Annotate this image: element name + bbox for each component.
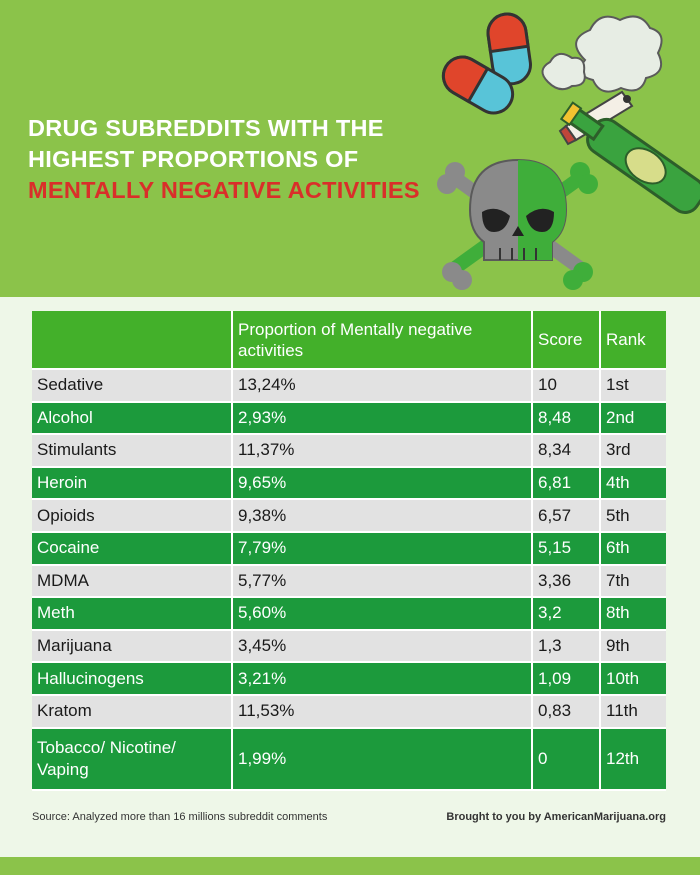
credit-note: Brought to you by AmericanMarijuana.org: [446, 811, 666, 823]
cell-drug: Sedative: [32, 369, 233, 403]
table-row: Alcohol 2,93% 8,48 2nd: [32, 401, 666, 436]
page-title: DRUG SUBREDDITS WITH THE HIGHEST PROPORT…: [28, 113, 420, 206]
header-drug: [32, 311, 233, 370]
cell-proportion: 11,37%: [232, 434, 533, 468]
cell-proportion: 3,45%: [232, 629, 533, 664]
header-score: Score: [532, 311, 601, 370]
cell-score: 6,57: [532, 499, 601, 533]
cell-drug: Meth: [32, 597, 233, 631]
cell-score: 0,83: [532, 694, 601, 729]
cell-drug: Kratom: [32, 694, 233, 729]
drug-illustration: [437, 12, 700, 290]
cell-proportion: 2,93%: [232, 401, 533, 436]
cell-score: 1,09: [532, 662, 601, 696]
cell-rank: 3rd: [600, 434, 666, 468]
cell-score: 8,48: [532, 401, 601, 436]
cell-drug: Hallucinogens: [32, 662, 233, 696]
table-row: Sedative 13,24% 10 1st: [32, 369, 666, 403]
cell-score: 8,34: [532, 434, 601, 468]
cell-rank: 4th: [600, 466, 666, 501]
cell-rank: 11th: [600, 694, 666, 729]
table-row: Tobacco/ Nicotine/ Vaping 1,99% 0 12th: [32, 727, 666, 791]
cell-score: 6,81: [532, 466, 601, 501]
cell-drug: Opioids: [32, 499, 233, 533]
cell-rank: 12th: [600, 727, 666, 791]
table-row: Heroin 9,65% 6,81 4th: [32, 466, 666, 501]
cell-drug: Tobacco/ Nicotine/ Vaping: [32, 727, 233, 791]
cell-rank: 5th: [600, 499, 666, 533]
cell-drug: Cocaine: [32, 531, 233, 566]
cell-proportion: 1,99%: [232, 727, 533, 791]
table-row: Hallucinogens 3,21% 1,09 10th: [32, 662, 666, 696]
table-row: Cocaine 7,79% 5,15 6th: [32, 531, 666, 566]
cell-rank: 1st: [600, 369, 666, 403]
cell-proportion: 5,60%: [232, 597, 533, 631]
cell-score: 1,3: [532, 629, 601, 664]
ranking-table-container: Proportion of Mentally negative activiti…: [32, 311, 666, 791]
cell-rank: 9th: [600, 629, 666, 664]
table-row: Stimulants 11,37% 8,34 3rd: [32, 434, 666, 468]
joint-smoke-icon: [541, 15, 663, 146]
cell-rank: 2nd: [600, 401, 666, 436]
cell-rank: 7th: [600, 564, 666, 599]
pill-capsule-icon: [441, 12, 532, 115]
title-line-2: HIGHEST PROPORTIONS OF: [28, 146, 359, 172]
cell-rank: 10th: [600, 662, 666, 696]
cell-score: 10: [532, 369, 601, 403]
cell-score: 3,2: [532, 597, 601, 631]
cell-proportion: 11,53%: [232, 694, 533, 729]
header-banner: DRUG SUBREDDITS WITH THE HIGHEST PROPORT…: [0, 0, 700, 297]
cell-drug: Heroin: [32, 466, 233, 501]
skull-crossbones-icon: [437, 158, 598, 290]
cell-score: 5,15: [532, 531, 601, 566]
table-row: Opioids 9,38% 6,57 5th: [32, 499, 666, 533]
title-line-3: MENTALLY NEGATIVE ACTIVITIES: [28, 177, 420, 203]
cell-proportion: 3,21%: [232, 662, 533, 696]
beer-bottle-icon: [559, 101, 700, 214]
cell-drug: Marijuana: [32, 629, 233, 664]
header-proportion: Proportion of Mentally negative activiti…: [232, 311, 533, 370]
header-rank: Rank: [600, 311, 666, 370]
table-row: MDMA 5,77% 3,36 7th: [32, 564, 666, 599]
cell-proportion: 13,24%: [232, 369, 533, 403]
cell-proportion: 5,77%: [232, 564, 533, 599]
cell-score: 0: [532, 727, 601, 791]
cell-drug: Alcohol: [32, 401, 233, 436]
ranking-table: Proportion of Mentally negative activiti…: [32, 311, 666, 791]
bottom-bar: [0, 857, 700, 875]
table-row: Kratom 11,53% 0,83 11th: [32, 694, 666, 729]
cell-proportion: 7,79%: [232, 531, 533, 566]
cell-rank: 6th: [600, 531, 666, 566]
table-header-row: Proportion of Mentally negative activiti…: [32, 311, 666, 370]
cell-proportion: 9,65%: [232, 466, 533, 501]
table-row: Meth 5,60% 3,2 8th: [32, 597, 666, 631]
title-line-1: DRUG SUBREDDITS WITH THE: [28, 115, 384, 141]
cell-rank: 8th: [600, 597, 666, 631]
cell-proportion: 9,38%: [232, 499, 533, 533]
cell-score: 3,36: [532, 564, 601, 599]
source-note: Source: Analyzed more than 16 millions s…: [32, 811, 328, 823]
cell-drug: Stimulants: [32, 434, 233, 468]
cell-drug: MDMA: [32, 564, 233, 599]
table-row: Marijuana 3,45% 1,3 9th: [32, 629, 666, 664]
